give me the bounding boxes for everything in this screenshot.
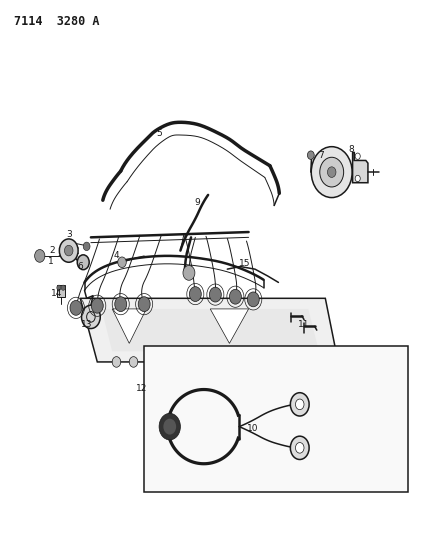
Circle shape [189, 287, 201, 302]
Circle shape [214, 357, 223, 367]
Text: 2: 2 [50, 246, 55, 255]
Circle shape [159, 414, 181, 440]
Circle shape [296, 442, 304, 453]
Text: 7: 7 [318, 151, 324, 160]
Circle shape [70, 301, 82, 316]
Circle shape [234, 357, 242, 367]
Text: 6: 6 [77, 262, 83, 271]
Circle shape [35, 249, 45, 262]
Text: 7114  3280 A: 7114 3280 A [14, 14, 100, 28]
Text: 8: 8 [348, 146, 354, 155]
Polygon shape [353, 152, 368, 183]
Circle shape [64, 245, 73, 256]
Circle shape [311, 147, 352, 198]
Text: 9: 9 [195, 198, 200, 207]
Circle shape [146, 357, 155, 367]
Circle shape [57, 285, 61, 290]
Circle shape [355, 153, 360, 159]
Text: 11: 11 [298, 320, 310, 329]
Circle shape [115, 297, 127, 312]
Circle shape [77, 255, 89, 270]
Circle shape [290, 393, 309, 416]
Circle shape [138, 297, 150, 312]
Text: 1: 1 [48, 257, 53, 265]
Circle shape [112, 357, 121, 367]
Text: 13: 13 [81, 320, 92, 329]
Text: 4: 4 [114, 252, 119, 261]
Circle shape [296, 399, 304, 410]
Bar [144, 346, 408, 492]
Circle shape [248, 292, 259, 307]
Circle shape [118, 257, 126, 268]
Circle shape [251, 357, 259, 367]
Circle shape [83, 242, 90, 251]
Text: 5: 5 [156, 130, 162, 139]
Circle shape [129, 357, 138, 367]
Circle shape [163, 419, 176, 434]
Circle shape [290, 436, 309, 459]
Circle shape [308, 151, 314, 159]
Bar [57, 285, 65, 297]
Circle shape [91, 298, 103, 313]
Circle shape [320, 157, 344, 187]
Text: 15: 15 [239, 260, 250, 268]
Circle shape [82, 305, 100, 328]
Text: 12: 12 [136, 384, 148, 393]
Polygon shape [80, 298, 338, 362]
Circle shape [61, 285, 65, 290]
Circle shape [230, 289, 242, 304]
Text: 14: 14 [51, 288, 63, 297]
Text: 3: 3 [66, 230, 73, 239]
Polygon shape [102, 309, 319, 351]
Circle shape [355, 175, 360, 182]
Circle shape [327, 167, 336, 177]
Circle shape [183, 265, 195, 280]
Polygon shape [112, 309, 146, 343]
Text: 10: 10 [247, 424, 259, 433]
Circle shape [59, 239, 78, 262]
Circle shape [209, 287, 221, 302]
Polygon shape [210, 309, 248, 343]
